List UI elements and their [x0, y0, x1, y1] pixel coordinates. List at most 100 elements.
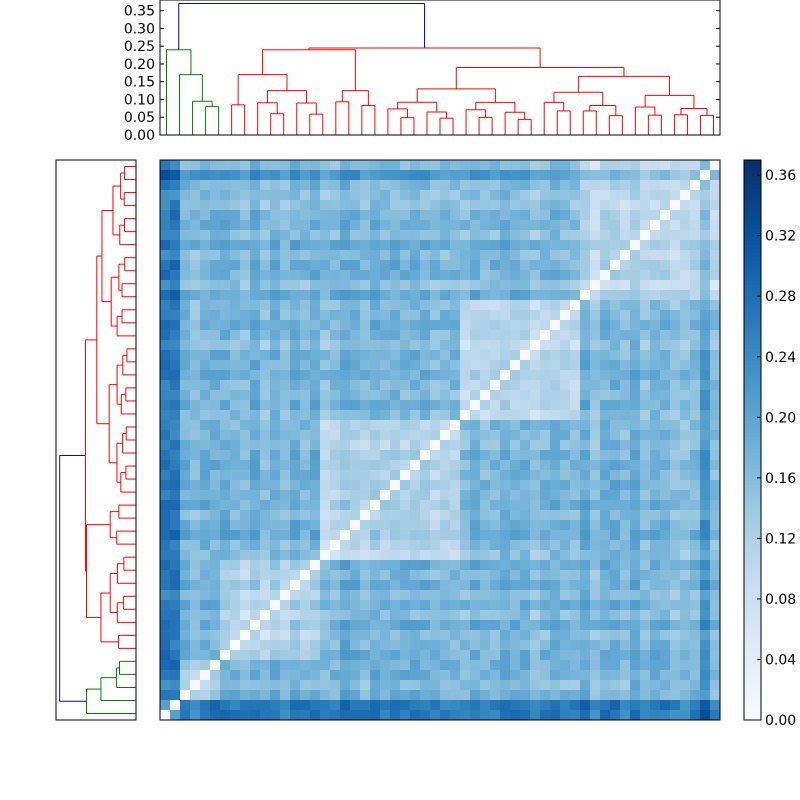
heatmap-cell: [270, 350, 281, 361]
heatmap-cell: [220, 410, 231, 421]
heatmap-cell: [240, 420, 251, 431]
heatmap-cell: [400, 710, 411, 721]
heatmap-cell: [450, 370, 461, 381]
heatmap-cell: [600, 380, 611, 391]
heatmap-cell: [610, 320, 621, 331]
heatmap-cell: [220, 400, 231, 411]
heatmap-cell: [220, 620, 231, 631]
heatmap-cell: [210, 320, 221, 331]
heatmap-cell: [320, 660, 331, 671]
heatmap-cell: [470, 670, 481, 681]
heatmap-cell: [380, 160, 391, 171]
heatmap-cell: [540, 190, 551, 201]
heatmap-cell: [400, 460, 411, 471]
heatmap-cell: [230, 670, 241, 681]
heatmap-cell: [680, 580, 691, 591]
heatmap-cell: [340, 560, 351, 571]
heatmap-cell: [320, 700, 331, 711]
heatmap-cell: [570, 300, 581, 311]
heatmap-cell: [320, 710, 331, 721]
heatmap-cell: [650, 230, 661, 241]
heatmap-cell: [210, 600, 221, 611]
heatmap-cell: [240, 280, 251, 291]
heatmap-cell: [260, 540, 271, 551]
heatmap-cell: [350, 490, 361, 501]
heatmap-cell: [230, 570, 241, 581]
heatmap-cell: [530, 290, 541, 301]
heatmap-cell: [240, 580, 251, 591]
heatmap-cell: [670, 700, 681, 711]
heatmap-cell: [380, 560, 391, 571]
heatmap-cell: [270, 620, 281, 631]
heatmap-cell: [190, 410, 201, 421]
heatmap-cell: [330, 200, 341, 211]
heatmap-cell: [590, 190, 601, 201]
heatmap-cell: [250, 500, 261, 511]
colorbar-segment: [744, 340, 761, 345]
heatmap-cell: [620, 290, 631, 301]
heatmap-cell: [240, 630, 251, 641]
heatmap-cell: [340, 460, 351, 471]
heatmap-cell: [670, 560, 681, 571]
heatmap-cell: [340, 190, 351, 201]
heatmap-cell: [260, 570, 271, 581]
heatmap-cell: [620, 680, 631, 691]
heatmap-cell: [480, 410, 491, 421]
heatmap-cell: [240, 460, 251, 471]
heatmap-cell: [680, 440, 691, 451]
heatmap-cell: [590, 310, 601, 321]
heatmap-cell: [360, 370, 371, 381]
heatmap-cell: [260, 210, 271, 221]
heatmap-cell: [330, 570, 341, 581]
heatmap-cell: [260, 410, 271, 421]
heatmap-cell: [390, 210, 401, 221]
heatmap-cell: [550, 220, 561, 231]
heatmap-cell: [650, 680, 661, 691]
heatmap-cell: [160, 370, 171, 381]
heatmap-cell: [650, 410, 661, 421]
heatmap-cell: [180, 470, 191, 481]
heatmap-cell: [540, 420, 551, 431]
colorbar-segment: [744, 672, 761, 677]
heatmap-cell: [650, 210, 661, 221]
heatmap-cell: [330, 470, 341, 481]
heatmap-cell: [360, 490, 371, 501]
heatmap-cell: [590, 230, 601, 241]
heatmap-cell: [180, 530, 191, 541]
heatmap-cell: [660, 630, 671, 641]
heatmap-cell: [230, 310, 241, 321]
heatmap-cell: [630, 160, 641, 171]
heatmap-cell: [670, 660, 681, 671]
heatmap-cell: [200, 500, 211, 511]
heatmap-cell: [470, 240, 481, 251]
heatmap-cell: [390, 380, 401, 391]
heatmap-cell: [360, 210, 371, 221]
heatmap-cell: [230, 620, 241, 631]
heatmap-cell: [490, 400, 501, 411]
heatmap-cell: [570, 280, 581, 291]
heatmap-cell: [390, 240, 401, 251]
heatmap-cell: [510, 340, 521, 351]
heatmap-cell: [540, 580, 551, 591]
colorbar-segment: [744, 292, 761, 297]
heatmap-cell: [330, 520, 341, 531]
heatmap-cell: [580, 350, 591, 361]
heatmap-cell: [470, 490, 481, 501]
heatmap-cell: [340, 650, 351, 661]
heatmap-cell: [610, 200, 621, 211]
heatmap-cell: [600, 250, 611, 261]
heatmap-cell: [420, 330, 431, 341]
heatmap-cell: [670, 360, 681, 371]
heatmap-cell: [450, 420, 461, 431]
heatmap-cell: [330, 320, 341, 331]
heatmap-cell: [710, 540, 721, 551]
heatmap-cell: [670, 320, 681, 331]
heatmap-cell: [620, 510, 631, 521]
heatmap-cell: [520, 450, 531, 461]
heatmap-cell: [420, 680, 431, 691]
heatmap-cell: [660, 500, 671, 511]
heatmap-cell: [190, 190, 201, 201]
heatmap-cell: [290, 280, 301, 291]
heatmap-cell: [600, 700, 611, 711]
heatmap-cell: [340, 380, 351, 391]
